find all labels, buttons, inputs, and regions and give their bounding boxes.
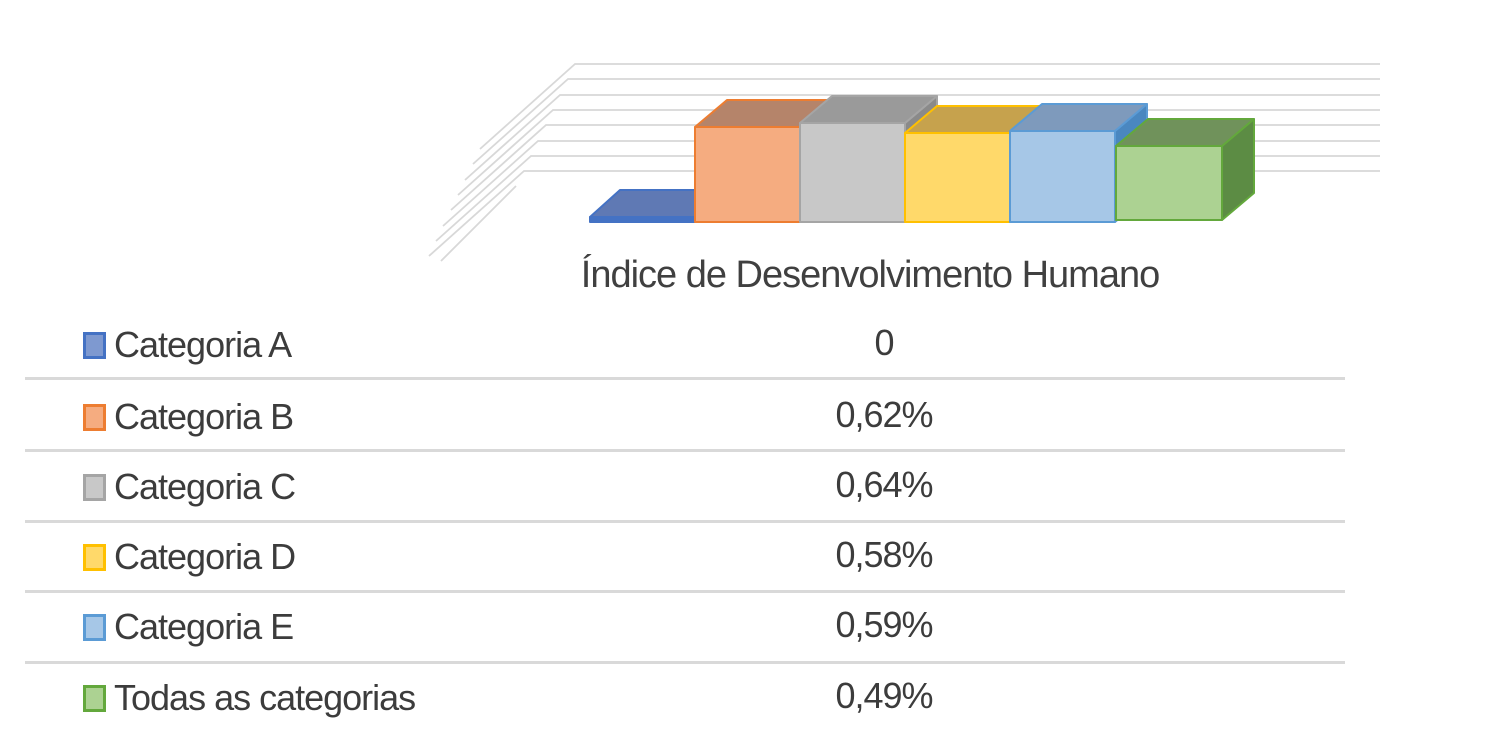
table-row: Categoria E 0,59%	[0, 604, 1497, 650]
legend-swatch-categoria-e	[83, 613, 106, 641]
row-label: Categoria B	[114, 396, 294, 437]
row-label: Categoria A	[114, 324, 292, 365]
row-divider	[25, 377, 1345, 380]
row-label: Categoria C	[114, 466, 296, 507]
axis-label: Índice de Desenvolvimento Humano	[580, 254, 1160, 296]
row-label: Todas as categorias	[114, 677, 416, 718]
row-value: 0,59%	[835, 604, 933, 645]
gridlines	[428, 63, 1380, 262]
row-value: 0	[874, 322, 894, 363]
legend-swatch-categoria-d	[83, 543, 106, 571]
table-row: Categoria C 0,64%	[0, 464, 1497, 510]
row-label: Categoria E	[114, 606, 294, 647]
table-row: Todas as categorias 0,49%	[0, 675, 1497, 721]
bar-chart-3d	[428, 63, 1380, 262]
row-divider	[25, 449, 1345, 452]
table-row: Categoria A 0	[0, 322, 1497, 368]
row-value: 0,58%	[835, 534, 933, 575]
row-label: Categoria D	[114, 536, 296, 577]
legend-swatch-todas-as-categorias	[83, 684, 106, 712]
table-row: Categoria D 0,58%	[0, 534, 1497, 580]
bar-todas-as-categorias[interactable]	[1115, 118, 1255, 221]
row-divider	[25, 661, 1345, 664]
legend-swatch-categoria-c	[83, 473, 106, 501]
legend-swatch-categoria-a	[83, 331, 106, 359]
legend-swatch-categoria-b	[83, 403, 106, 431]
table-row: Categoria B 0,62%	[0, 394, 1497, 440]
row-value: 0,62%	[835, 394, 933, 435]
row-divider	[25, 520, 1345, 523]
row-divider	[25, 590, 1345, 593]
row-value: 0,49%	[835, 675, 933, 716]
row-value: 0,64%	[835, 464, 933, 505]
